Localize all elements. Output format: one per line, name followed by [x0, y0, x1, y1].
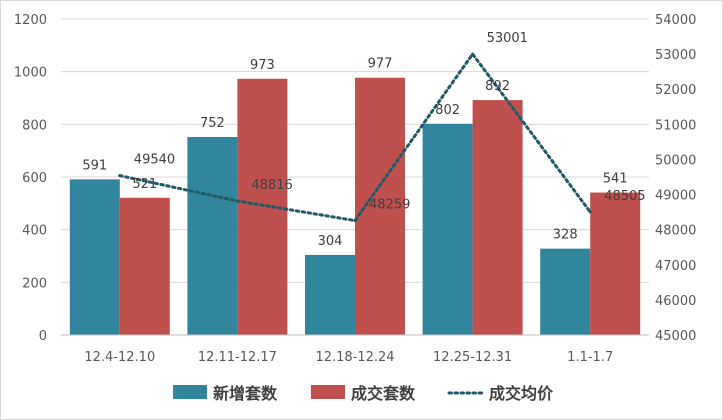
price-value-label: 48816 — [251, 178, 292, 193]
y-right-tick-label: 49000 — [655, 189, 696, 204]
bar-new-listings — [187, 136, 238, 335]
bar-new-listings — [69, 179, 120, 335]
y-left-tick-label: 600 — [22, 171, 47, 186]
price-line-point — [235, 199, 239, 203]
price-line — [118, 51, 592, 223]
bar-value-label: 802 — [435, 103, 460, 118]
y-right-tick-label: 46000 — [655, 294, 696, 309]
y-left-tick-label: 400 — [22, 224, 47, 239]
y-left-tick-label: 200 — [22, 276, 47, 291]
y-right-tick-label: 54000 — [655, 13, 696, 28]
legend-label: 成交套数 — [351, 384, 416, 403]
bar-value-label: 328 — [553, 228, 578, 243]
y-right-tick-label: 50000 — [655, 153, 696, 168]
y-right-tick-label: 52000 — [655, 83, 696, 98]
bar-new-listings — [422, 123, 473, 335]
y-right-tick-label: 47000 — [655, 259, 696, 274]
bars — [69, 77, 641, 336]
y-right-tick-label: 51000 — [655, 118, 696, 133]
bar-value-label: 752 — [200, 116, 225, 131]
y-right-tick-label: 48000 — [655, 224, 696, 239]
legend-swatch — [173, 385, 207, 399]
bar-transactions — [590, 192, 641, 335]
y-right-tick-label: 53000 — [655, 48, 696, 63]
category-label: 12.18-12.24 — [315, 350, 394, 365]
price-value-label: 48505 — [604, 189, 645, 204]
y-left-tick-label: 800 — [22, 118, 47, 133]
legend-label: 新增套数 — [213, 384, 278, 403]
category-label: 12.11-12.17 — [198, 350, 277, 365]
bar-value-label: 304 — [318, 234, 343, 249]
bar-value-label: 521 — [132, 177, 157, 192]
bar-value-label: 591 — [82, 158, 107, 173]
bar-transactions — [119, 197, 170, 335]
legend-swatch — [311, 385, 345, 399]
bar-new-listings — [540, 248, 591, 335]
bar-transactions — [355, 77, 405, 336]
category-label: 12.4-12.10 — [84, 350, 155, 365]
price-line-point — [588, 210, 592, 214]
y-left-tick-label: 1000 — [14, 66, 47, 81]
price-line-point — [353, 219, 357, 223]
price-value-label: 53001 — [487, 31, 528, 46]
bar-value-label: 541 — [603, 172, 628, 187]
y-right-tick-label: 45000 — [655, 329, 696, 344]
bar-transactions — [472, 100, 523, 336]
price-value-label: 48259 — [369, 198, 410, 213]
y-left-tick-label: 1200 — [14, 13, 47, 28]
axes: 0 200 400 600 800 1000 1200 45000 46000 47000 4800… — [14, 13, 696, 365]
bar-value-label: 977 — [368, 57, 393, 72]
bar-new-listings — [305, 254, 355, 335]
y-left-tick-label: 0 — [39, 329, 47, 344]
price-line-point — [118, 174, 122, 178]
data-labels: 591 752 304 802 328 521 973 977 892 541 49540 48816… — [82, 31, 645, 249]
bar-value-label: 973 — [250, 58, 275, 73]
bar-value-label: 892 — [485, 79, 510, 94]
category-label: 12.25-12.31 — [433, 350, 512, 365]
price-value-label: 49540 — [134, 153, 175, 168]
category-label: 1.1-1.7 — [567, 350, 613, 365]
legend-label: 成交均价 — [489, 384, 554, 403]
legend: 新增套数 成交套数 成交均价 — [173, 384, 554, 403]
price-line-point — [471, 52, 475, 56]
